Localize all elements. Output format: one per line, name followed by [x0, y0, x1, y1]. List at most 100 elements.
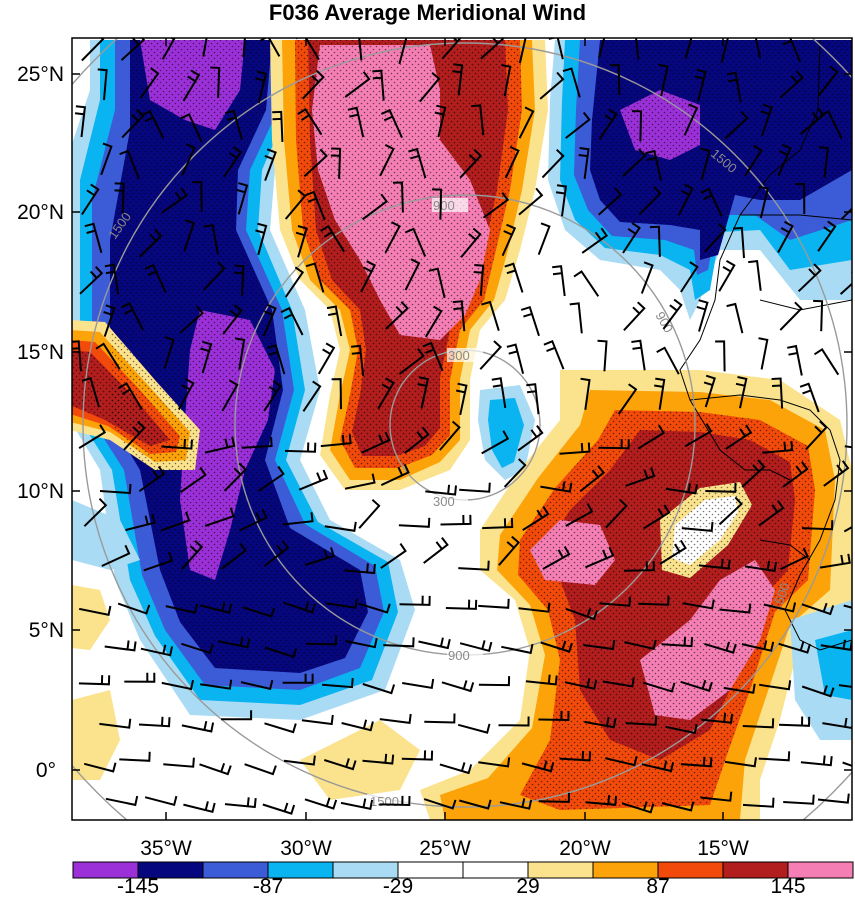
- wind-barb: [813, 299, 824, 332]
- wind-barb: [661, 636, 694, 648]
- wind-barb: [726, 71, 742, 103]
- wind-barb: [782, 461, 809, 488]
- wind-barb: [199, 762, 232, 776]
- wind-barb: [658, 63, 669, 97]
- wind-barb: [643, 504, 671, 530]
- wind-barb: [439, 762, 473, 775]
- wind-barb: [506, 343, 525, 374]
- wind-barb: [360, 260, 377, 293]
- wind-barb: [298, 469, 329, 491]
- wind-barb: [121, 108, 145, 139]
- wind-barb: [180, 466, 207, 493]
- wind-barb: [304, 547, 335, 566]
- wind-barb: [423, 536, 449, 564]
- wind-barb: [380, 463, 410, 487]
- wind-barb: [377, 377, 395, 410]
- wind-barb: [305, 262, 325, 293]
- wind-barb: [518, 38, 527, 64]
- wind-barb: [585, 795, 618, 806]
- wind-barb: [262, 802, 296, 815]
- wind-barb: [637, 424, 665, 450]
- wind-barb: [478, 757, 511, 768]
- lat-label-25n: 25°N: [17, 63, 64, 86]
- wind-barb: [718, 260, 736, 292]
- lat-label-15n: 15°N: [17, 341, 64, 364]
- wind-barb: [264, 722, 297, 734]
- wind-barb: [565, 607, 598, 621]
- wind-barb: [741, 459, 766, 488]
- wind-barb: [284, 266, 305, 298]
- wind-barb: [473, 264, 485, 296]
- wind-barb: [682, 599, 715, 610]
- wind-barb: [677, 183, 694, 216]
- wind-barb: [742, 797, 775, 808]
- wind-barb: [103, 304, 116, 337]
- wind-barb: [518, 106, 535, 139]
- colorbar-label-neg87: -87: [253, 875, 283, 898]
- wind-barb: [459, 799, 492, 810]
- wind-barb: [240, 679, 274, 691]
- wind-barb: [656, 346, 680, 375]
- wind-barb: [680, 756, 713, 768]
- wind-barb: [234, 264, 245, 297]
- wind-barb: [302, 380, 322, 412]
- wind-barb: [101, 544, 131, 567]
- wind-barb: [777, 220, 794, 253]
- wind-barb: [320, 434, 352, 448]
- lon-label-20w: 20°W: [559, 837, 611, 860]
- wind-barb: [564, 678, 598, 690]
- wind-barb: [783, 794, 815, 805]
- wind-barb: [419, 72, 441, 103]
- wind-barb: [301, 714, 334, 726]
- wind-barb: [680, 261, 699, 293]
- wind-barb: [425, 484, 457, 496]
- wind-barb: [622, 222, 641, 254]
- wind-barb: [482, 517, 514, 530]
- wind-barb: [538, 792, 570, 803]
- wind-barb: [264, 646, 298, 659]
- wind-barb: [683, 103, 699, 136]
- wind-barb: [552, 265, 566, 297]
- wind-barb: [323, 758, 357, 771]
- wind-barb: [79, 605, 112, 616]
- wind-barb: [242, 606, 276, 618]
- wind-barb: [642, 681, 676, 693]
- wind-barb: [380, 543, 407, 569]
- wind-barb: [217, 636, 251, 649]
- wind-barb: [518, 187, 544, 216]
- wind-barb: [457, 723, 491, 734]
- wind-barb: [661, 801, 695, 812]
- wind-barb: [263, 380, 282, 412]
- wind-barb: [99, 718, 132, 729]
- wind-barb: [272, 110, 284, 142]
- wind-barb: [161, 679, 194, 691]
- wind-barb: [617, 383, 638, 415]
- page-title: F036 Average Meridional Wind: [268, 0, 587, 25]
- lon-label-25w: 25°W: [419, 837, 471, 860]
- wind-barb: [725, 424, 753, 450]
- wind-barb: [326, 305, 343, 337]
- wind-barb: [404, 426, 430, 454]
- wind-barb: [498, 716, 530, 727]
- lon-label-35w: 35°W: [140, 837, 192, 860]
- wind-barb: [255, 70, 268, 104]
- wind-barb: [452, 300, 466, 332]
- wind-barb: [649, 225, 661, 257]
- wind-barb: [778, 641, 811, 654]
- wind-barb: [623, 561, 655, 572]
- wind-barb: [758, 337, 769, 370]
- wind-barb: [301, 70, 325, 100]
- colorbar-swatch: [787, 861, 854, 879]
- wind-barb: [838, 684, 852, 688]
- wind-barb: [372, 69, 385, 101]
- wind-barb: [518, 602, 551, 613]
- wind-barb: [471, 104, 485, 136]
- wind-barb: [163, 757, 195, 768]
- wind-barb: [680, 679, 713, 693]
- colorbar-label-145: 145: [770, 875, 805, 898]
- wind-barb: [202, 261, 226, 291]
- wind-barb: [779, 70, 804, 99]
- wind-barb: [819, 553, 851, 569]
- lat-label-5n: 5°N: [29, 619, 64, 642]
- wind-barb: [221, 710, 253, 721]
